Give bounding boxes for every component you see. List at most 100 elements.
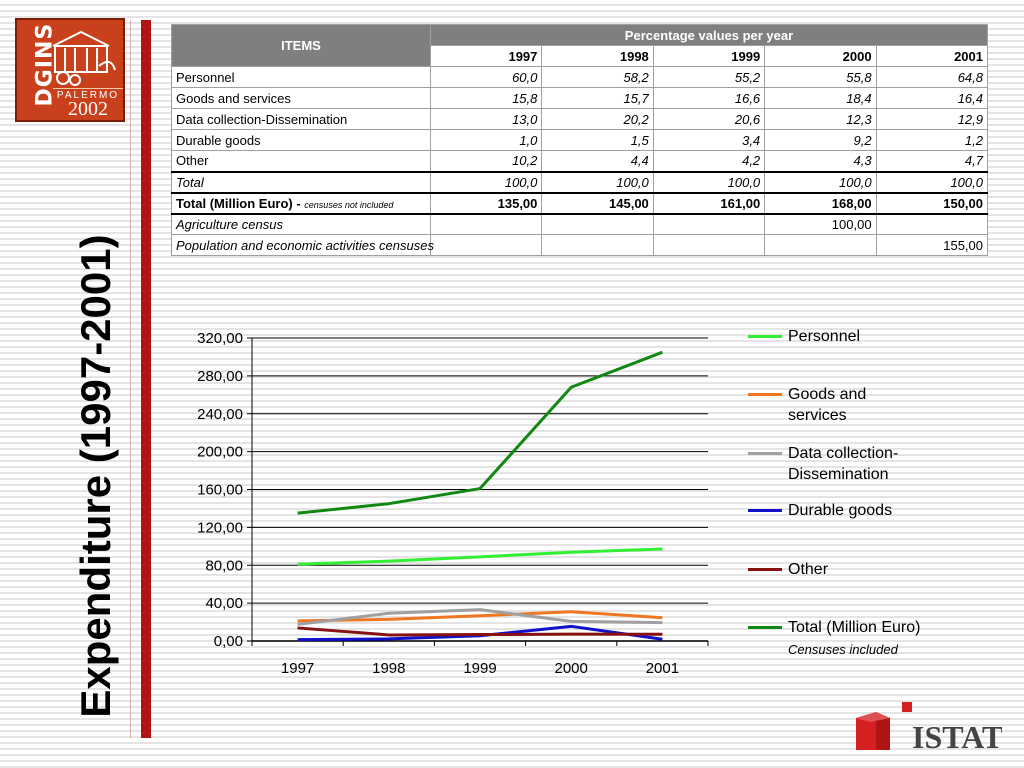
y-tick-label: 160,00 (197, 482, 243, 499)
legend-label: Total (Million Euro) (788, 619, 921, 636)
cell-value: 13,0 (429, 108, 543, 130)
row-label: Total (171, 170, 431, 193)
table-row: Data collection-Dissemination 13,0 20,2 … (171, 108, 989, 130)
row-label: Goods and services (171, 87, 431, 109)
istat-cube-icon: ISTAT (856, 702, 1003, 755)
cell-value: 9,2 (764, 129, 877, 151)
cell-value (875, 213, 989, 235)
table-row: Durable goods 1,0 1,5 3,4 9,2 1,2 (171, 129, 989, 151)
cell-value: 55,2 (652, 66, 766, 88)
table-row: Goods and services 15,8 15,7 16,6 18,4 1… (171, 87, 989, 109)
series-line (297, 608, 663, 626)
row-label: Data collection-Dissemination (171, 108, 431, 130)
total-million-euro-row: Total (Million Euro) - censuses not incl… (171, 191, 989, 215)
total-me-note: censuses not included (304, 199, 394, 210)
cell-value: 155,00 (875, 234, 989, 256)
expenditure-table: ITEMS Percentage values per year 1997 19… (171, 24, 989, 256)
table-row: Personnel 60,0 58,2 55,2 55,8 64,8 (171, 66, 989, 88)
cell-value: 4,7 (875, 150, 989, 172)
x-tick-label: 1998 (372, 660, 405, 677)
cell-value: 135,00 (429, 191, 543, 215)
year-header: 1998 (541, 45, 654, 67)
row-label: Personnel (171, 66, 431, 88)
cell-value: 100,0 (652, 170, 766, 193)
y-tick-label: 40,00 (205, 595, 243, 612)
table-header-row: ITEMS Percentage values per year (171, 24, 988, 67)
cell-value: 3,4 (652, 129, 766, 151)
row-label: Durable goods (171, 129, 431, 151)
legend-label: Goods and services (788, 386, 867, 424)
cell-value: 168,00 (764, 191, 877, 215)
cell-value: 100,0 (429, 170, 543, 193)
series-line (297, 547, 663, 566)
legend-swatch (748, 452, 782, 455)
y-tick-label: 0,00 (214, 633, 243, 650)
row-label: Population and economic activities censu… (171, 234, 434, 256)
cell-value (652, 234, 766, 256)
legend-label: Data collection-Dissemination (788, 445, 899, 483)
logo-city: PALERMO (53, 88, 123, 101)
cell-value: 15,8 (429, 87, 543, 109)
cell-value: 4,3 (764, 150, 877, 172)
series-line (297, 350, 663, 515)
y-tick-label: 280,00 (197, 368, 243, 385)
percentage-header: Percentage values per year (430, 24, 988, 46)
row-label: Other (171, 150, 431, 172)
total-row: Total 100,0 100,0 100,0 100,0 100,0 (171, 170, 989, 193)
y-tick-label: 120,00 (197, 519, 243, 536)
cell-value: 64,8 (875, 66, 989, 88)
cell-value (429, 213, 543, 235)
cell-value: 1,0 (429, 129, 543, 151)
y-tick-label: 320,00 (197, 330, 243, 347)
year-header: 2001 (875, 45, 989, 67)
series-line (297, 610, 663, 623)
logo-year: 2002 (68, 98, 108, 120)
slide-title: Expenditure (1997-2001) (72, 234, 119, 718)
x-tick-label: 2001 (646, 660, 679, 677)
cell-value: 1,2 (875, 129, 989, 151)
cell-value: 100,0 (541, 170, 654, 193)
y-tick-label: 80,00 (205, 557, 243, 574)
legend-note: Censuses included (788, 642, 898, 657)
y-tick-label: 240,00 (197, 406, 243, 423)
red-vertical-bar (141, 20, 151, 738)
cell-value: 58,2 (541, 66, 654, 88)
table-row: Other 10,2 4,4 4,2 4,3 4,7 (171, 150, 989, 172)
legend-swatch (748, 568, 782, 571)
cell-value: 20,6 (652, 108, 766, 130)
cell-value (541, 213, 654, 235)
agriculture-census-row: Agriculture census 100,00 (171, 213, 989, 235)
cell-value: 100,0 (875, 170, 989, 193)
cell-value: 4,4 (541, 150, 654, 172)
cell-value: 18,4 (764, 87, 877, 109)
cell-value: 60,0 (429, 66, 543, 88)
cell-value: 1,5 (541, 129, 654, 151)
cell-value: 4,2 (652, 150, 766, 172)
series-line (297, 626, 663, 637)
cell-value: 150,00 (875, 191, 989, 215)
total-me-label: Total (Million Euro) - (176, 195, 305, 211)
cell-value: 161,00 (652, 191, 766, 215)
year-header: 1997 (429, 45, 543, 67)
population-census-row: Population and economic activities censu… (171, 234, 989, 256)
divider-line (130, 20, 131, 738)
cell-value: 55,8 (764, 66, 877, 88)
x-tick-label: 1999 (463, 660, 496, 677)
row-label: Agriculture census (171, 213, 431, 235)
legend-label: Other (788, 561, 829, 578)
legend-swatch (748, 509, 782, 512)
cell-value: 145,00 (541, 191, 654, 215)
svg-text:ISTAT: ISTAT (912, 719, 1002, 755)
cell-value (541, 234, 654, 256)
cell-value: 100,00 (764, 213, 877, 235)
year-header-row: 1997 1998 1999 2000 2001 (172, 45, 989, 67)
year-header: 2000 (764, 45, 877, 67)
cell-value: 12,3 (764, 108, 877, 130)
cell-value: 12,9 (875, 108, 989, 130)
cell-value: 100,0 (764, 170, 877, 193)
expenditure-line-chart: 0,00 40,00 80,00 120,00 160,00 200,00 240,00 28… (197, 330, 709, 677)
cell-value: 15,7 (541, 87, 654, 109)
legend-swatch (748, 335, 782, 338)
legend-label: Personnel (788, 328, 861, 345)
cell-value: 16,4 (875, 87, 989, 109)
